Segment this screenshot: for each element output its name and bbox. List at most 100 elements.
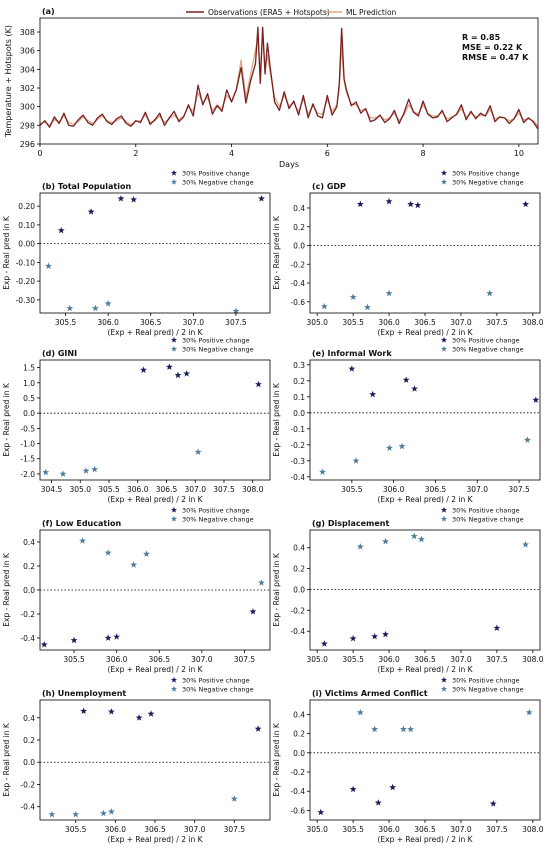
y-tick-label: 298 (20, 121, 35, 130)
negative-change-point (386, 444, 393, 451)
x-tick-label: 307.0 (185, 485, 207, 494)
positive-change-point (369, 390, 377, 398)
chart-title: (g) Displacement (312, 519, 389, 528)
x-tick-label: 307.5 (486, 318, 508, 327)
x-tick-label: 6 (325, 149, 330, 158)
positive-change-point (411, 385, 418, 392)
x-tick-label: 305.0 (70, 485, 92, 494)
x-axis-label: (Exp + Real pred) / 2 in K (377, 665, 473, 674)
chart-title: (b) Total Population (42, 182, 131, 191)
y-tick-label: 0.0 (23, 409, 35, 418)
y-tick-label: 0.0 (23, 586, 35, 595)
negative-change-point (407, 725, 415, 733)
y-tick-label: 296 (20, 140, 35, 149)
chart-title: (e) Informal Work (312, 349, 392, 358)
negative-change-point (230, 795, 238, 802)
y-tick-label: -0.20 (16, 277, 36, 286)
y-tick-label: 0.3 (293, 361, 305, 370)
negative-change-point (356, 708, 364, 716)
positive-change-point (532, 396, 540, 403)
legend-label: 30% Positive change (452, 677, 520, 685)
negative-change-point (91, 465, 99, 473)
chart-title: (h) Unemployment (42, 689, 126, 698)
x-tick-label: 307.5 (234, 655, 256, 664)
x-tick-label: 306.0 (105, 825, 127, 834)
y-tick-label: 0.10 (18, 221, 35, 230)
x-tick-label: 307.5 (486, 655, 508, 664)
y-tick-label: 302 (20, 84, 35, 93)
legend-label: 30% Negative change (452, 179, 524, 187)
x-tick-label: 305.0 (306, 655, 328, 664)
legend-label: 30% Negative change (182, 346, 254, 354)
legend-marker (440, 685, 448, 692)
panel-e: 305.5 306.0 306.5 307.0 307.5 -0.4 -0.3 -0.2 -0.… (272, 337, 541, 504)
panel-i: 305.0 305.5 306.0 306.5 307.0 307.5 308.0 -0.6 -… (272, 677, 544, 845)
y-tick-label: -0.2 (290, 441, 305, 450)
x-tick-label: 305.5 (342, 825, 364, 834)
y-tick-label: 300 (20, 103, 35, 112)
negative-change-point (100, 809, 107, 817)
y-tick-label: -0.6 (290, 806, 305, 815)
x-tick-label: 307.5 (486, 825, 508, 834)
y-tick-label: 308 (20, 28, 35, 37)
legend-marker (440, 345, 448, 352)
negative-change-point (130, 561, 138, 568)
positive-change-point (348, 365, 356, 372)
y-tick-label: 0.4 (293, 204, 305, 213)
chart-title: (f) Low Education (42, 519, 121, 528)
x-tick-label: 305.5 (98, 485, 120, 494)
positive-change-point (349, 634, 357, 642)
y-tick-label: -0.6 (290, 298, 305, 307)
x-tick-label: 307.0 (450, 655, 472, 664)
negative-change-point (79, 537, 87, 544)
positive-change-point (255, 380, 262, 388)
legend-label: 30% Negative change (182, 179, 254, 187)
x-tick-label: 307.5 (213, 485, 235, 494)
positive-change-point (522, 200, 530, 208)
legend-label: 30% Positive change (182, 677, 250, 685)
y-axis-label: Exp - Real pred in K (2, 552, 11, 627)
negative-change-point (107, 808, 115, 815)
x-tick-label: 306.0 (378, 655, 400, 664)
positive-change-point (493, 624, 501, 631)
positive-change-point (371, 632, 379, 640)
positive-change-point (117, 195, 125, 202)
negative-change-point (417, 535, 425, 543)
positive-change-point (254, 725, 262, 732)
negative-change-point (48, 810, 56, 818)
negative-change-point (232, 307, 240, 315)
y-axis-label: Exp - Real pred in K (2, 382, 11, 457)
y-tick-label: 0.2 (293, 730, 305, 739)
negative-change-point (400, 725, 407, 733)
chart-title: (d) GINI (42, 349, 77, 358)
positive-change-point (389, 783, 397, 791)
positive-change-point (113, 633, 121, 640)
positive-change-point (349, 785, 357, 793)
x-tick-label: 306.5 (414, 825, 436, 834)
negative-change-point (525, 708, 533, 716)
y-axis-label: Exp - Real pred in K (272, 552, 281, 627)
x-tick-label: 305.5 (65, 825, 87, 834)
x-tick-label: 306.0 (378, 318, 400, 327)
positive-change-point (57, 226, 65, 234)
y-tick-label: -0.4 (290, 627, 305, 636)
positive-change-point (407, 200, 415, 208)
positive-change-point (40, 641, 48, 648)
plot-frame (39, 529, 271, 651)
x-tick-label: 305.5 (342, 318, 364, 327)
x-tick-label: 307.5 (225, 318, 247, 327)
y-tick-label: -2.0 (20, 470, 35, 479)
x-axis-label: (Exp + Real pred) / 2 in K (107, 835, 203, 844)
y-tick-label: -0.10 (16, 258, 36, 267)
y-tick-label: 0.20 (18, 202, 35, 211)
negative-change-point (382, 537, 389, 545)
legend-marker (440, 676, 448, 683)
panel-d: 304.5 305.0 305.5 306.0 306.5 307.0 307.5 308.0… (2, 337, 271, 504)
negative-change-point (66, 304, 74, 312)
negative-change-point (364, 303, 371, 311)
